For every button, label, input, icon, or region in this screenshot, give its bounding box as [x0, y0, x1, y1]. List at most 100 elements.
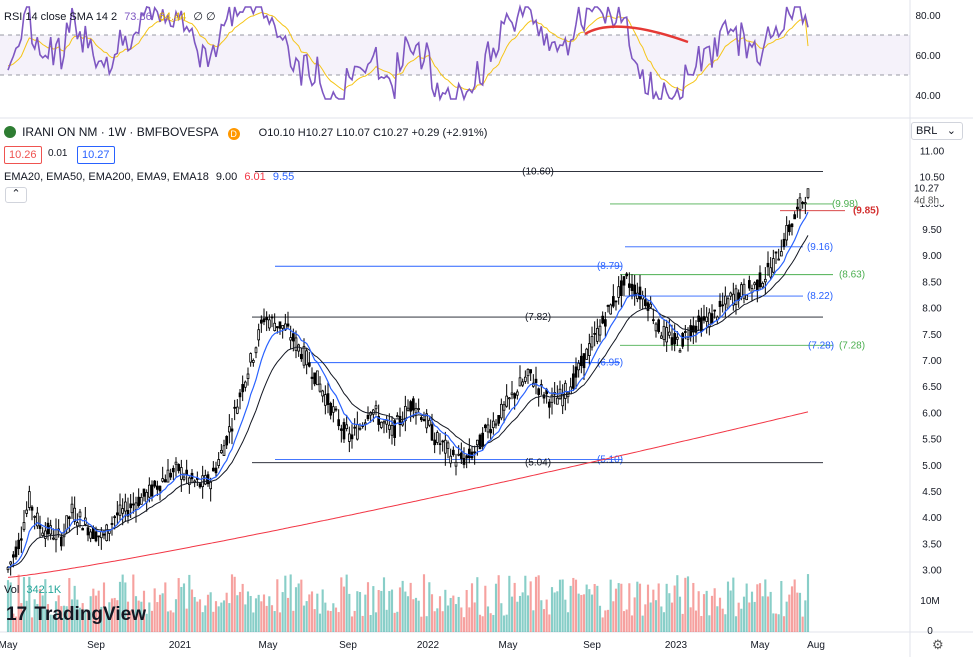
candle-body[interactable]	[97, 535, 100, 538]
candle-body[interactable]	[102, 533, 106, 536]
candle-body[interactable]	[601, 315, 605, 324]
candle-body[interactable]	[171, 467, 175, 473]
candle-body[interactable]	[166, 469, 170, 483]
candle-body[interactable]	[660, 335, 663, 339]
candle-body[interactable]	[697, 315, 701, 322]
candle-body[interactable]	[65, 515, 68, 530]
candle-body[interactable]	[81, 528, 84, 531]
candle-body[interactable]	[345, 424, 349, 430]
candle-body[interactable]	[756, 279, 759, 292]
candle-body[interactable]	[217, 459, 221, 466]
candle-body[interactable]	[534, 378, 538, 384]
candle-body[interactable]	[662, 325, 666, 340]
candle-body[interactable]	[580, 355, 583, 367]
candle-body[interactable]	[633, 284, 637, 296]
candle-body[interactable]	[457, 453, 461, 456]
candle-body[interactable]	[801, 202, 805, 204]
candle-body[interactable]	[430, 424, 434, 441]
candle-body[interactable]	[673, 333, 677, 345]
candle-body[interactable]	[153, 480, 157, 487]
candle-body[interactable]	[798, 197, 802, 211]
candle-body[interactable]	[577, 362, 581, 371]
candle-body[interactable]	[297, 344, 301, 352]
candle-body[interactable]	[100, 531, 103, 539]
candle-body[interactable]	[574, 366, 578, 378]
candle-body[interactable]	[652, 319, 655, 322]
candle-body[interactable]	[158, 485, 162, 492]
candle-body[interactable]	[390, 425, 394, 436]
candle-body[interactable]	[195, 478, 199, 480]
candle-body[interactable]	[598, 325, 602, 336]
candle-body[interactable]	[774, 251, 778, 254]
candle-body[interactable]	[446, 442, 450, 449]
candle-body[interactable]	[614, 300, 618, 303]
candle-body[interactable]	[398, 415, 402, 426]
candle-body[interactable]	[505, 395, 509, 407]
candle-body[interactable]	[326, 393, 330, 405]
candle-body[interactable]	[73, 507, 76, 522]
candle-body[interactable]	[150, 484, 154, 497]
candle-body[interactable]	[94, 531, 98, 542]
candle-body[interactable]	[334, 408, 338, 411]
candle-body[interactable]	[275, 326, 279, 329]
candle-body[interactable]	[593, 332, 597, 335]
candle-body[interactable]	[686, 337, 690, 340]
candle-body[interactable]	[233, 406, 237, 409]
candle-body[interactable]	[700, 317, 703, 332]
candle-body[interactable]	[134, 502, 138, 511]
currency-select[interactable]: BRL ⌄	[911, 122, 963, 140]
candle-body[interactable]	[638, 286, 642, 300]
candle-body[interactable]	[49, 525, 53, 535]
candle-body[interactable]	[462, 457, 466, 465]
candle-body[interactable]	[748, 280, 751, 289]
candle-body[interactable]	[118, 504, 122, 516]
candle-body[interactable]	[294, 337, 298, 351]
candle-body[interactable]	[676, 336, 679, 340]
candle-body[interactable]	[139, 496, 143, 505]
candle-body[interactable]	[718, 300, 722, 307]
candle-body[interactable]	[302, 345, 306, 366]
candle-body[interactable]	[582, 353, 586, 369]
candle-body[interactable]	[734, 288, 738, 305]
candle-body[interactable]	[179, 467, 183, 480]
tradingview-logo[interactable]: 17 TradingView	[6, 604, 146, 626]
candle-body[interactable]	[219, 450, 223, 454]
annotation-arc[interactable]	[584, 25, 689, 44]
candle-body[interactable]	[129, 503, 133, 509]
candle-body[interactable]	[510, 392, 514, 396]
candle-body[interactable]	[121, 508, 124, 514]
candle-body[interactable]	[76, 522, 79, 527]
candle-body[interactable]	[355, 424, 359, 440]
candle-body[interactable]	[625, 273, 629, 277]
candle-body[interactable]	[262, 318, 266, 323]
candle-body[interactable]	[281, 325, 285, 329]
candle-body[interactable]	[502, 404, 506, 411]
candle-body[interactable]	[214, 467, 218, 474]
candle-body[interactable]	[38, 525, 42, 529]
collapse-legend-button[interactable]: ⌃	[5, 187, 27, 203]
candle-body[interactable]	[521, 381, 525, 386]
candle-body[interactable]	[726, 298, 730, 309]
candle-body[interactable]	[358, 427, 362, 430]
candle-body[interactable]	[289, 337, 293, 341]
candle-body[interactable]	[772, 258, 775, 273]
candle-body[interactable]	[499, 403, 503, 419]
candle-body[interactable]	[790, 223, 794, 228]
candle-body[interactable]	[33, 515, 37, 518]
candle-body[interactable]	[291, 333, 295, 342]
candle-body[interactable]	[329, 402, 333, 416]
candle-body[interactable]	[193, 480, 197, 483]
candle-body[interactable]	[758, 272, 762, 288]
candle-body[interactable]	[649, 303, 653, 308]
candle-body[interactable]	[323, 394, 327, 406]
candle-body[interactable]	[713, 309, 717, 312]
candle-body[interactable]	[441, 440, 445, 443]
candle-body[interactable]	[142, 488, 146, 497]
candle-body[interactable]	[377, 416, 381, 425]
candle-body[interactable]	[113, 516, 116, 519]
candle-body[interactable]	[86, 527, 90, 536]
candle-body[interactable]	[417, 408, 421, 410]
candle-body[interactable]	[636, 292, 639, 299]
candle-body[interactable]	[126, 509, 130, 517]
candle-body[interactable]	[25, 509, 29, 514]
